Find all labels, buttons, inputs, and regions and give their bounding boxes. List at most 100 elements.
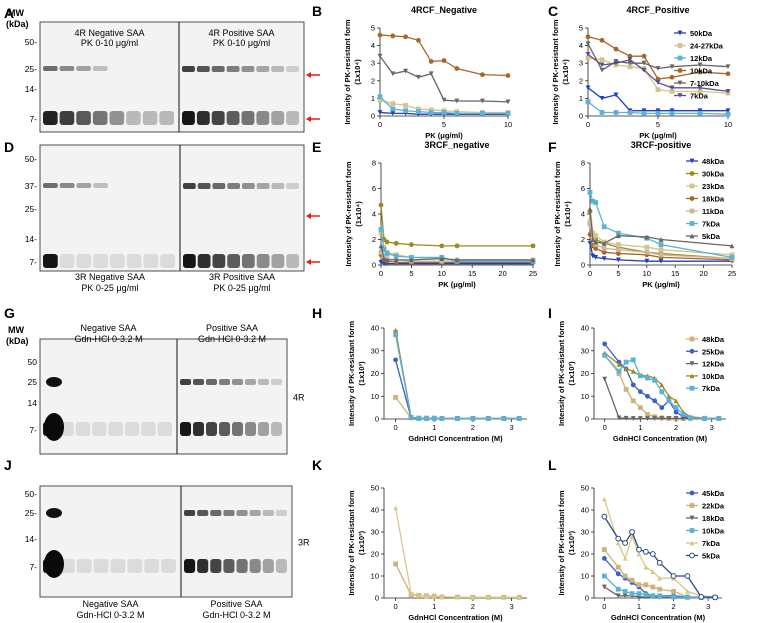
data-point (393, 240, 399, 246)
x-tick-label: 10 (643, 269, 651, 278)
x-axis-label: GdnHCl Concentration (M) (408, 613, 503, 622)
data-point (622, 593, 628, 599)
series-5kDa (378, 243, 536, 263)
data-point (616, 247, 621, 253)
blot-band (59, 111, 75, 125)
chart-title: 4RCF_Negative (411, 5, 477, 15)
blot-band (183, 183, 196, 189)
x-tick-label: 10 (724, 120, 732, 129)
y-axis-label: Intensity of PK-resistant form (553, 161, 562, 266)
x-tick-label: 5 (656, 120, 660, 129)
y-tick-label: 30 (371, 346, 379, 355)
y-tick-label: 2 (581, 235, 585, 244)
x-axis-label: GdnHCl Concentration (M) (408, 434, 503, 443)
blot-band (197, 559, 209, 573)
data-point (615, 593, 621, 599)
series-7kDa (602, 352, 722, 421)
blot-frame (39, 144, 305, 272)
blot-band (206, 422, 217, 436)
y-tick-label: 4 (372, 210, 376, 219)
data-point (677, 93, 683, 98)
data-point (439, 258, 445, 264)
y-axis-label: Intensity of PK-resistant form (344, 161, 353, 266)
y-tick-label: 0 (375, 594, 379, 603)
data-point (637, 416, 643, 421)
data-point (669, 85, 675, 91)
mw-tick-label: 25- (25, 508, 37, 518)
blot-label-right: 4R Positive SAA (208, 28, 274, 38)
data-point (381, 256, 387, 262)
x-axis-label: PK (μg/ml) (642, 280, 680, 289)
data-point (637, 405, 643, 411)
data-point (454, 243, 460, 249)
data-point (470, 416, 476, 421)
data-point (613, 110, 619, 115)
x-tick-label: 0 (394, 423, 398, 432)
y-tick-label: 10 (581, 392, 589, 401)
data-point (593, 233, 599, 239)
y-tick-label: 40 (371, 324, 379, 333)
data-point (601, 513, 608, 520)
y-tick-label: 2 (371, 76, 375, 85)
x-tick-label: 2 (471, 602, 475, 611)
data-point (616, 362, 622, 367)
x-tick-label: 15 (468, 269, 476, 278)
data-point (530, 257, 536, 263)
data-point (439, 594, 445, 600)
x-tick-label: 0 (394, 602, 398, 611)
y-tick-label: 10 (371, 392, 379, 401)
data-point (645, 412, 650, 417)
data-point (689, 233, 695, 239)
blot-band (180, 379, 191, 385)
blot-band (249, 510, 261, 516)
legend-label: 30kDa (702, 170, 725, 179)
chart-F: 0 2 4 6 8 0 5 10 15 20 25 3RCF-positive PK (μg/ml) In… (553, 140, 736, 289)
data-point (377, 32, 383, 38)
blot-label-left: Negative SAA (82, 599, 138, 609)
data-point (712, 594, 718, 601)
data-point (601, 256, 607, 262)
y-axis-label-unit: (1x10³) (357, 361, 366, 386)
data-point (403, 103, 408, 108)
data-point (630, 357, 636, 363)
data-point (645, 416, 650, 421)
data-point (593, 254, 599, 260)
data-point (454, 257, 460, 263)
series-line (603, 516, 716, 598)
data-point (377, 53, 383, 59)
series-7kDa (393, 332, 522, 421)
data-point (384, 251, 390, 256)
data-point (641, 67, 647, 73)
data-point (697, 88, 703, 94)
x-tick-label: 0 (378, 120, 382, 129)
blot-label-left: 3R Negative SAA (75, 272, 145, 282)
blot-band (44, 413, 64, 441)
data-point (585, 85, 591, 91)
x-tick-label: 5 (442, 120, 446, 129)
data-point (428, 107, 434, 113)
data-point (480, 72, 485, 78)
legend-label: 48kDa (702, 157, 725, 166)
data-point (637, 389, 643, 395)
blot-band (43, 254, 58, 268)
data-point (629, 578, 635, 583)
data-point (637, 373, 643, 379)
blot-band (159, 111, 174, 125)
legend-label: 5kDa (702, 232, 721, 241)
data-point (689, 515, 695, 521)
x-tick-label: 5 (409, 269, 413, 278)
data-point (658, 242, 664, 247)
legend-label: 7kDa (690, 92, 709, 101)
legend-label: 7kDa (702, 539, 721, 548)
panel-letter-C: C (548, 3, 558, 19)
y-axis-label: Intensity of PK-resistant form (343, 19, 352, 124)
data-point (393, 253, 399, 259)
data-point (725, 111, 731, 117)
data-point (658, 258, 664, 264)
blot-band (286, 183, 299, 189)
legend-label: 50kDa (690, 29, 713, 38)
